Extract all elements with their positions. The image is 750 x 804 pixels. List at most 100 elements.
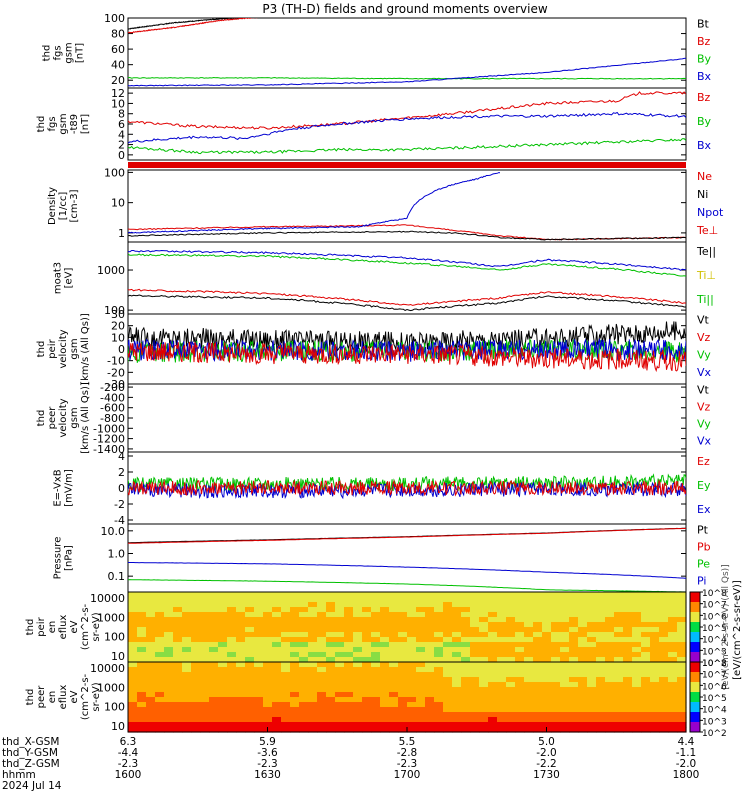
heatmap-cell <box>650 682 660 688</box>
heatmap-cell <box>254 647 264 653</box>
y-axis-label: eV <box>69 620 80 633</box>
heatmap-cell <box>632 632 642 638</box>
heatmap-cell <box>362 637 372 643</box>
heatmap-cell <box>182 707 192 713</box>
heatmap-cell <box>209 602 219 608</box>
heatmap-cell <box>623 687 633 693</box>
heatmap-cell <box>371 672 381 678</box>
heatmap-cell <box>263 607 273 613</box>
heatmap-cell <box>326 667 336 673</box>
x-axis-value: -2.0 <box>676 758 697 770</box>
heatmap-cell <box>353 687 363 693</box>
heatmap-cell <box>227 652 237 658</box>
heatmap-cell <box>209 627 219 633</box>
heatmap-cell <box>128 597 138 603</box>
heatmap-cell <box>353 632 363 638</box>
heatmap-cell <box>443 607 453 613</box>
heatmap-cell <box>524 722 534 728</box>
legend-Vx: Vx <box>697 366 712 379</box>
heatmap-cell <box>182 697 192 703</box>
heatmap-cell <box>659 592 669 598</box>
heatmap-cell <box>677 617 687 623</box>
heatmap-cell <box>290 642 300 648</box>
heatmap-cell <box>569 617 579 623</box>
heatmap-cell <box>200 612 210 618</box>
heatmap-cell <box>398 727 408 733</box>
heatmap-cell <box>164 607 174 613</box>
y-tick-label: 100 <box>104 304 125 317</box>
heatmap-cell <box>650 622 660 628</box>
heatmap-cell <box>155 687 165 693</box>
heatmap-cell <box>470 657 480 663</box>
heatmap-cell <box>614 662 624 668</box>
heatmap-cell <box>173 712 183 718</box>
heatmap-cell <box>407 717 417 723</box>
heatmap-cell <box>299 682 309 688</box>
heatmap-cell <box>218 657 228 663</box>
heatmap-cell <box>299 727 309 733</box>
heatmap-cell <box>434 692 444 698</box>
heatmap-cell <box>245 657 255 663</box>
heatmap-cell <box>371 622 381 628</box>
heatmap-cell <box>623 642 633 648</box>
heatmap-cell <box>425 632 435 638</box>
heatmap-cell <box>542 597 552 603</box>
heatmap-cell <box>263 642 273 648</box>
heatmap-cell <box>335 592 345 598</box>
heatmap-cell <box>236 702 246 708</box>
heatmap-cell <box>659 632 669 638</box>
heatmap-cell <box>407 637 417 643</box>
heatmap-cell <box>587 702 597 708</box>
heatmap-cell <box>155 712 165 718</box>
heatmap-cell <box>632 652 642 658</box>
heatmap-cell <box>371 647 381 653</box>
heatmap-cell <box>155 602 165 608</box>
heatmap-cell <box>659 707 669 713</box>
colorbar-segment <box>690 722 700 733</box>
heatmap-cell <box>218 667 228 673</box>
heatmap-cell <box>497 597 507 603</box>
heatmap-cell <box>353 617 363 623</box>
heatmap-cell <box>443 622 453 628</box>
heatmap-cell <box>254 717 264 723</box>
legend-Bz: Bz <box>697 35 711 48</box>
heatmap-cell <box>155 702 165 708</box>
heatmap-cell <box>677 717 687 723</box>
heatmap-cell <box>596 642 606 648</box>
heatmap-cell <box>218 662 228 668</box>
heatmap-cell <box>515 637 525 643</box>
heatmap-cell <box>488 637 498 643</box>
heatmap-cell <box>533 727 543 733</box>
heatmap-cell <box>605 662 615 668</box>
heatmap-cell <box>443 727 453 733</box>
heatmap-cell <box>407 602 417 608</box>
heatmap-cell <box>407 712 417 718</box>
heatmap-cell <box>389 602 399 608</box>
heatmap-cell <box>470 597 480 603</box>
heatmap-cell <box>146 652 156 658</box>
heatmap-cell <box>542 692 552 698</box>
heatmap-cell <box>200 622 210 628</box>
heatmap-cell <box>146 697 156 703</box>
heatmap-cell <box>605 617 615 623</box>
heatmap-cell <box>245 712 255 718</box>
heatmap-cell <box>227 682 237 688</box>
heatmap-cell <box>281 727 291 733</box>
heatmap-cell <box>479 662 489 668</box>
heatmap-cell <box>515 607 525 613</box>
heatmap-cell <box>677 687 687 693</box>
heatmap-cell <box>533 722 543 728</box>
heatmap-cell <box>227 612 237 618</box>
heatmap-cell <box>389 622 399 628</box>
heatmap-cell <box>533 697 543 703</box>
heatmap-cell <box>317 667 327 673</box>
heatmap-cell <box>245 727 255 733</box>
heatmap-cell <box>335 607 345 613</box>
heatmap-cell <box>173 597 183 603</box>
heatmap-cell <box>344 712 354 718</box>
legend-Ne: Ne <box>697 170 712 183</box>
heatmap-cell <box>155 722 165 728</box>
